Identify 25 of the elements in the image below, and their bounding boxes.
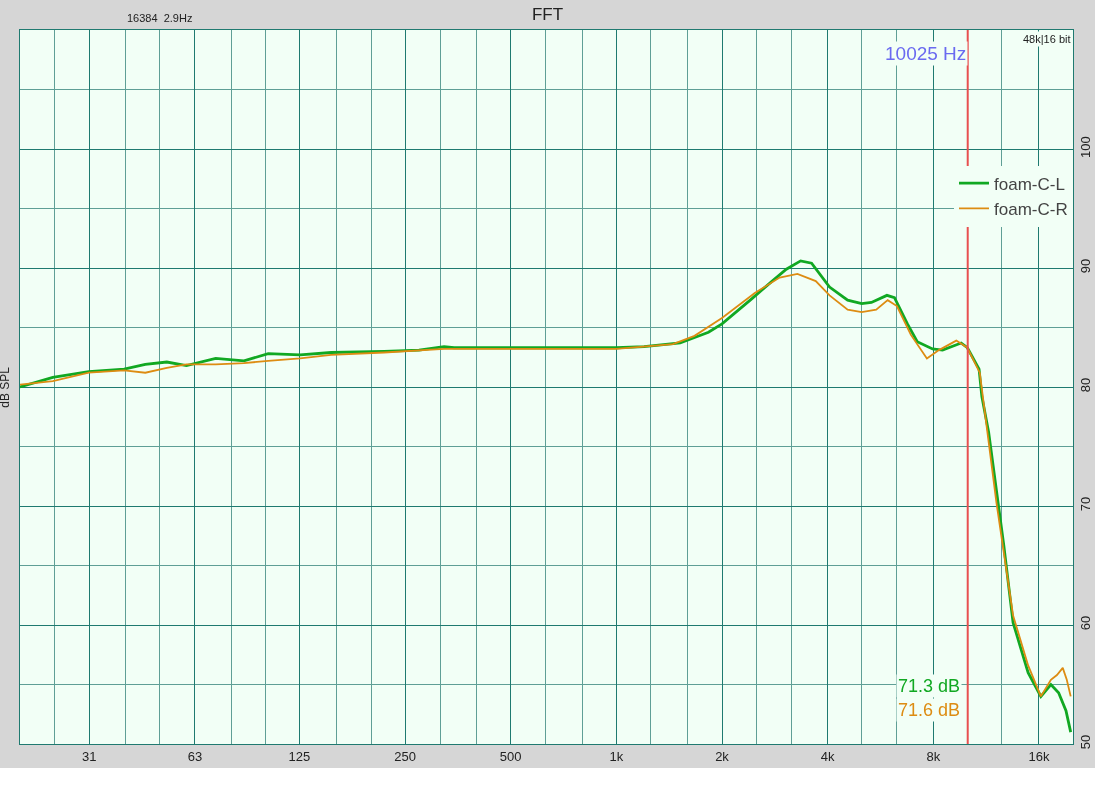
y-tick-label: 90	[1077, 258, 1093, 274]
legend-label: foam-C-L	[994, 174, 1065, 194]
ref-line-label: 10025 Hz	[885, 43, 967, 64]
y-tick-label: 50	[1077, 734, 1093, 750]
chart-title: FFT	[531, 4, 564, 24]
x-tick-label: 250	[394, 748, 416, 764]
x-tick-label: 63	[187, 748, 203, 764]
y-tick-label: 70	[1077, 496, 1093, 512]
annotation: 48k|16 bit	[1023, 33, 1071, 45]
y-axis-title: dB SPL	[0, 366, 12, 408]
x-tick-label: 4k	[820, 748, 836, 764]
annotation: 71.6 dB	[898, 700, 961, 720]
x-tick-label: 500	[499, 748, 522, 764]
x-tick-label: 31	[82, 748, 97, 764]
y-tick-label: 100	[1077, 136, 1093, 158]
y-tick-label: 60	[1077, 615, 1093, 631]
x-tick-label: 1k	[609, 748, 624, 764]
text: 16384 2.9Hz	[127, 12, 193, 24]
annotation: 71.3 dB	[898, 676, 961, 696]
x-tick-label: 16k	[1028, 748, 1050, 764]
x-tick-label: 2k	[715, 748, 730, 764]
x-tick-label: 125	[288, 748, 311, 764]
x-tick-label: 8k	[926, 748, 941, 764]
legend-label: foam-C-R	[994, 199, 1068, 219]
y-tick-label: 80	[1077, 377, 1093, 393]
